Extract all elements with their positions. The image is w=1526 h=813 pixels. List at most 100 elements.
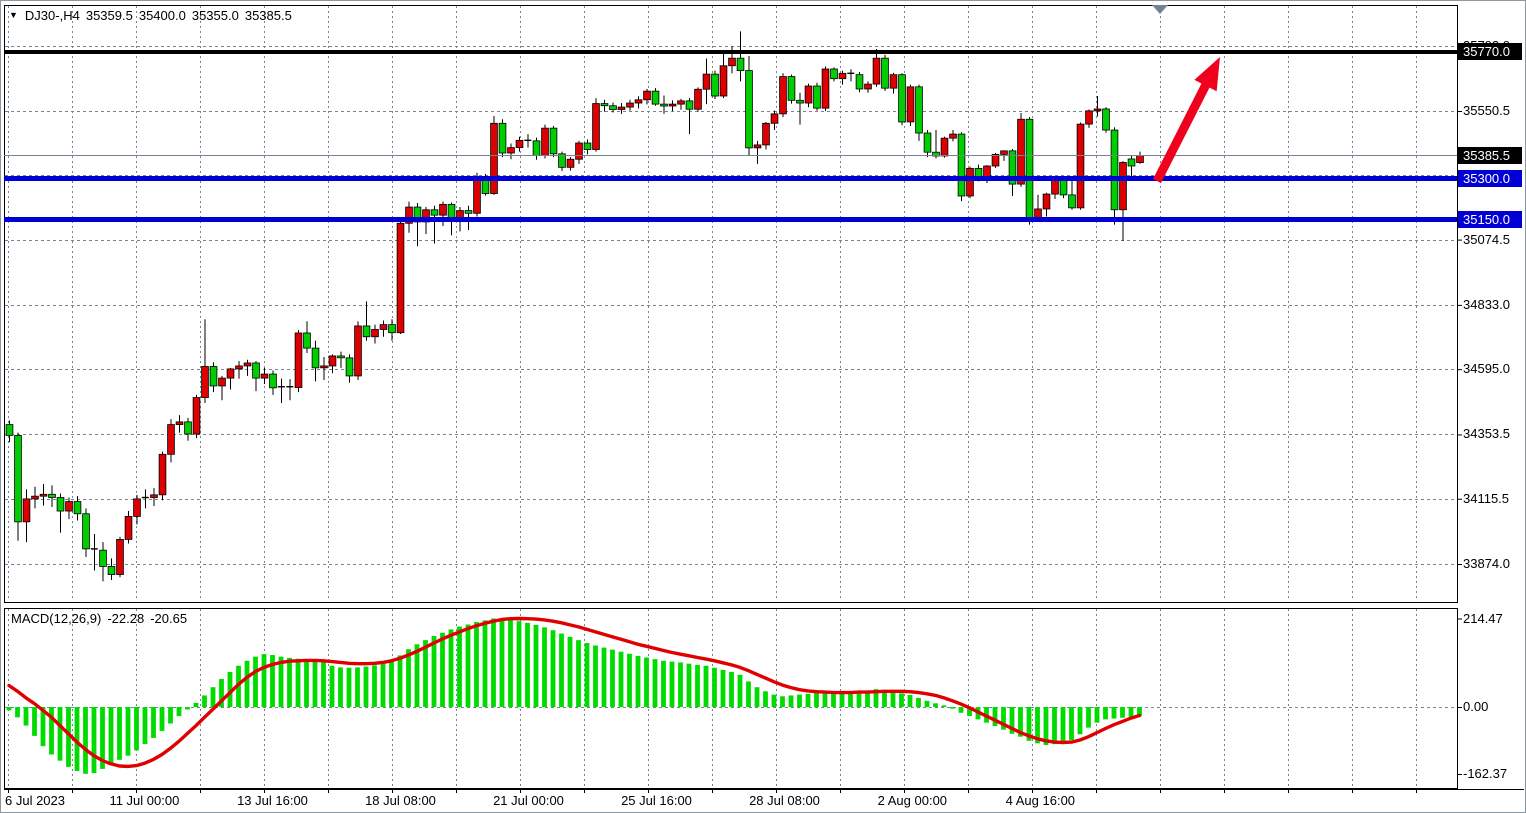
support-line-35150[interactable] xyxy=(4,216,1457,222)
candle-bearish xyxy=(583,142,592,150)
macd-histogram-bar xyxy=(346,667,352,707)
support-upper-badge: 35300.0 xyxy=(1458,170,1522,188)
candle-bearish xyxy=(898,74,906,123)
candle-bullish xyxy=(158,453,167,496)
candle-bearish xyxy=(73,501,82,515)
candle-bullish xyxy=(668,103,677,107)
macd-tick-label: 0.00 xyxy=(1463,699,1489,714)
candle-bearish xyxy=(1110,129,1119,211)
macd-histogram-bar xyxy=(686,663,692,707)
macd-histogram-bar xyxy=(1094,707,1100,723)
candle-bearish xyxy=(56,497,65,512)
macd-histogram-bar xyxy=(499,619,505,707)
candle-bearish xyxy=(558,153,566,168)
candle-bullish xyxy=(490,122,498,194)
price-tick-label: 35550.5 xyxy=(1463,103,1510,118)
macd-histogram-bar xyxy=(1060,707,1066,743)
support-line-35300[interactable] xyxy=(4,176,1457,182)
macd-histogram-bar xyxy=(389,661,394,707)
macd-histogram-bar xyxy=(627,653,632,707)
macd-name: MACD(12,26,9) xyxy=(11,611,102,626)
macd-histogram-bar xyxy=(6,707,12,711)
macd-histogram-bar xyxy=(720,669,726,707)
bid-price-line[interactable] xyxy=(4,155,1457,157)
macd-histogram-bar xyxy=(49,707,54,755)
macd-histogram-bar xyxy=(856,691,862,707)
candle-bearish xyxy=(464,210,473,214)
candle-bearish xyxy=(736,57,745,72)
macd-histogram-bar xyxy=(992,707,998,726)
macd-histogram-bar xyxy=(848,692,853,707)
candle-bullish xyxy=(371,329,379,338)
candle-bullish xyxy=(439,203,447,216)
candle-bearish xyxy=(796,99,804,104)
candle-bearish xyxy=(787,76,796,101)
candle-bearish xyxy=(498,122,507,154)
time-tick-label: 11 Jul 00:00 xyxy=(109,793,180,808)
time-tick-label: 6 Jul 2023 xyxy=(5,793,65,808)
macd-histogram-bar xyxy=(431,636,437,707)
candle-bullish xyxy=(396,222,405,334)
macd-histogram-bar xyxy=(1086,707,1091,728)
macd-histogram-bar xyxy=(1001,707,1006,730)
macd-histogram-bar xyxy=(1077,707,1083,735)
candle-bullish xyxy=(643,90,651,101)
candle-bullish xyxy=(617,106,626,110)
resistance-line-35770[interactable] xyxy=(4,49,1457,54)
macd-histogram-bar xyxy=(1043,707,1049,745)
macd-histogram-bar xyxy=(491,618,496,707)
candle-bullish xyxy=(702,73,711,90)
macd-histogram-bar xyxy=(771,694,777,707)
candle-bearish xyxy=(745,70,753,149)
macd-histogram-bar xyxy=(559,633,564,707)
support-lower-badge: 35150.0 xyxy=(1458,210,1522,228)
time-tick-label: 4 Aug 16:00 xyxy=(1005,793,1076,808)
macd-histogram-bar xyxy=(831,692,836,707)
macd-histogram-bar xyxy=(958,707,964,713)
price-axis[interactable]: 35792.035550.535074.534833.034595.034353… xyxy=(1458,1,1525,789)
macd-histogram-bar xyxy=(202,695,207,707)
price-tick-label: 34353.5 xyxy=(1463,426,1510,442)
macd-histogram-bar xyxy=(83,707,88,774)
macd-histogram-bar xyxy=(380,664,386,707)
macd-histogram-bar xyxy=(746,681,751,707)
ohlc-open: 35359.5 xyxy=(85,8,133,23)
candle-bearish xyxy=(855,74,864,90)
price-tick-label: 33874.0 xyxy=(1463,556,1510,571)
macd-histogram-bar xyxy=(1009,707,1015,734)
trend-arrow[interactable] xyxy=(1137,37,1247,197)
time-tick-label: 21 Jul 00:00 xyxy=(493,793,564,808)
macd-histogram-bar xyxy=(448,629,454,707)
candle-bullish xyxy=(218,377,226,387)
time-axis[interactable]: 6 Jul 2023 11 Jul 00:00 13 Jul 16:00 18 Jul… xyxy=(1,790,1525,812)
candle-bearish xyxy=(345,357,354,377)
macd-histogram-bar xyxy=(788,695,794,707)
macd-histogram-bar xyxy=(108,707,114,765)
candle-bearish xyxy=(82,513,90,550)
macd-histogram-bar xyxy=(508,619,513,707)
macd-histogram-bar xyxy=(763,691,768,707)
candle-bullish xyxy=(949,133,957,139)
candle-bearish xyxy=(660,103,668,107)
macd-histogram-bar xyxy=(533,624,539,707)
macd-histogram-bar xyxy=(1026,707,1032,741)
candle-bullish xyxy=(328,355,337,367)
macd-tick-label: 214.47 xyxy=(1463,610,1503,626)
resistance-price-badge: 35770.0 xyxy=(1458,43,1522,61)
pane-borders xyxy=(4,5,1524,793)
candle-bullish xyxy=(226,368,235,379)
macd-histogram-bar xyxy=(516,621,522,707)
candle-bullish xyxy=(379,324,388,330)
macd-histogram-bar xyxy=(933,703,938,707)
candle-bullish xyxy=(422,209,430,223)
macd-histogram-bar xyxy=(907,695,913,707)
candle-bullish xyxy=(354,325,362,377)
candle-bearish xyxy=(14,434,22,523)
candle-bullish xyxy=(821,68,830,109)
candle-bullish xyxy=(65,501,73,512)
chart-collapse-icon[interactable]: ▼ xyxy=(9,10,18,20)
candle-bearish xyxy=(107,566,116,575)
candle-bullish xyxy=(838,72,847,80)
candle-bearish xyxy=(184,421,192,435)
